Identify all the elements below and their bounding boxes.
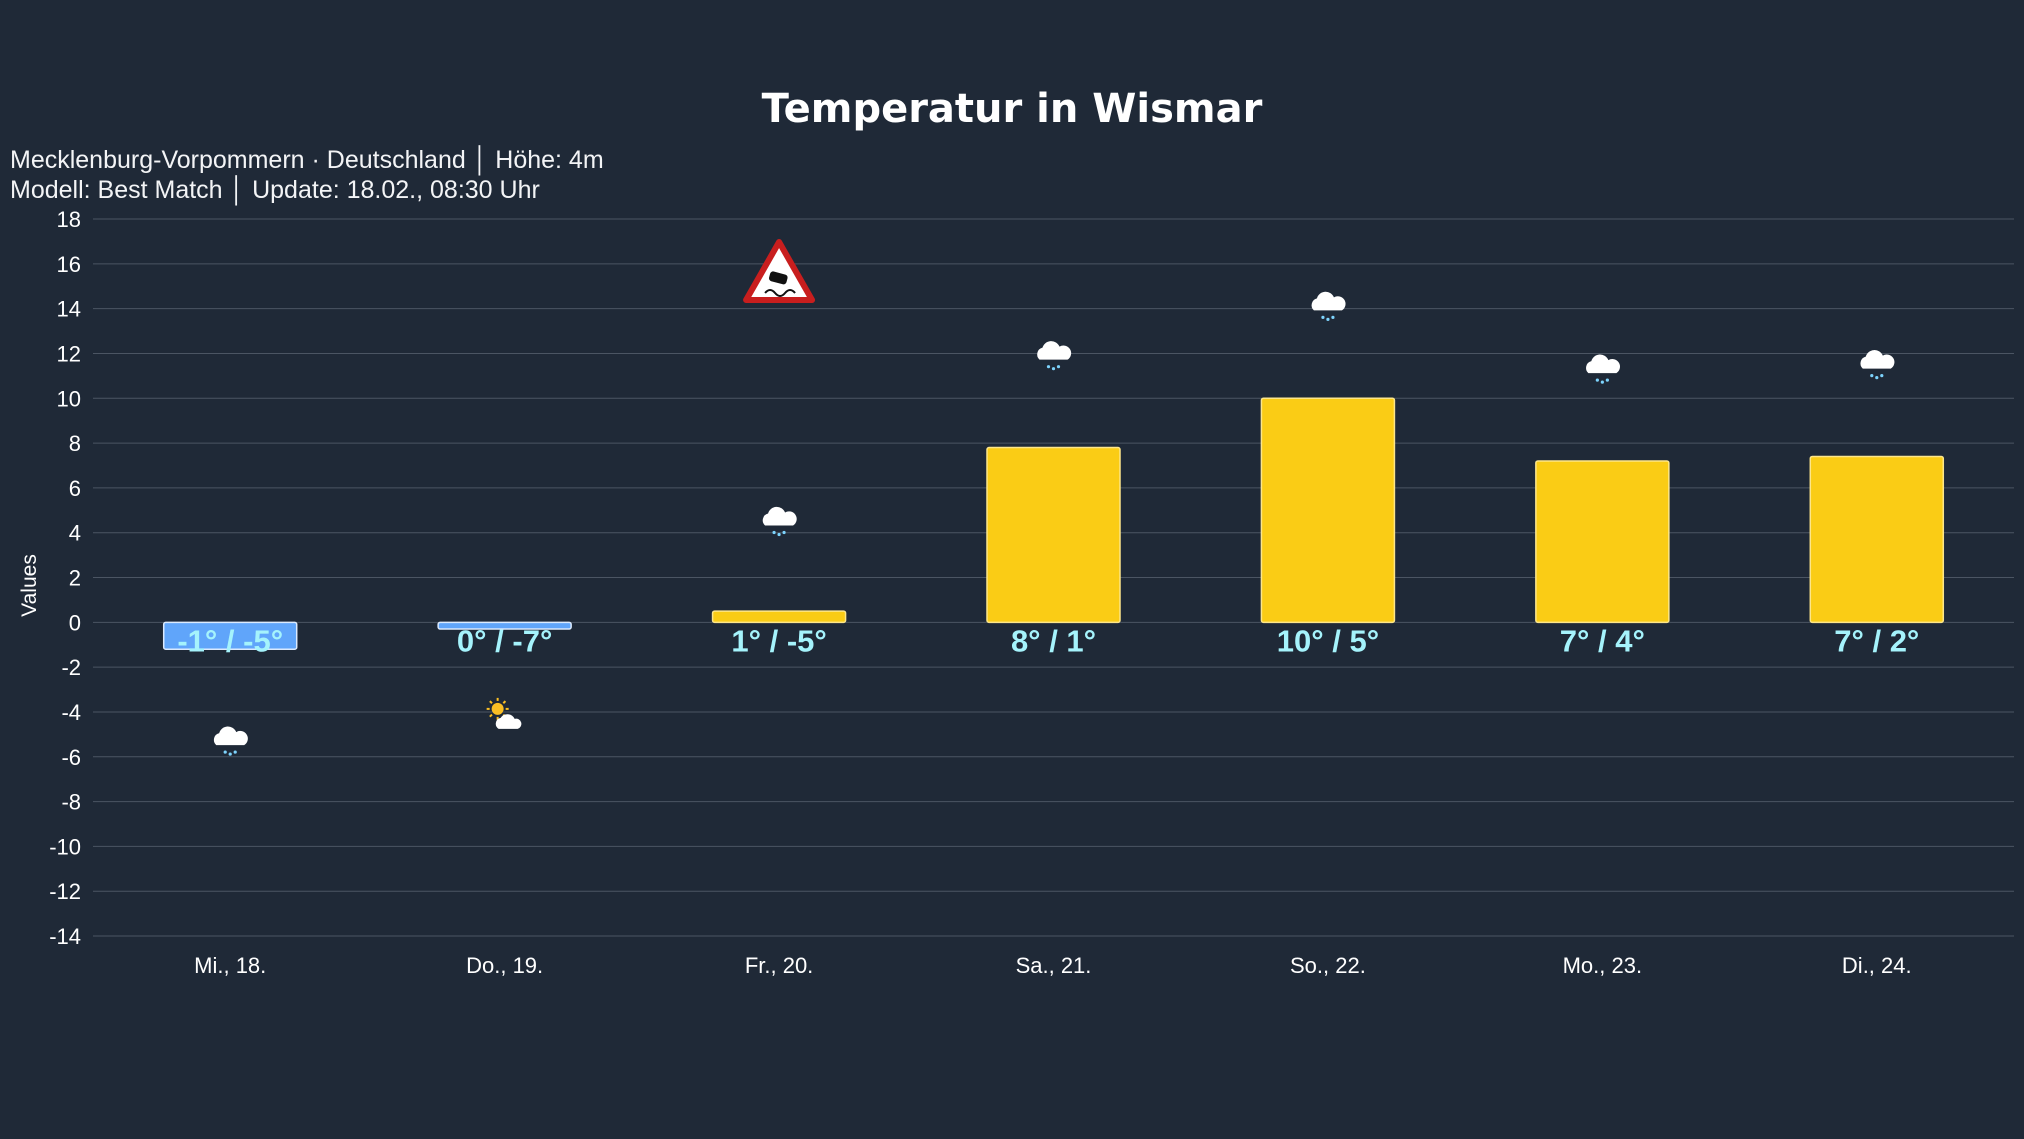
y-tick-label: 2 bbox=[69, 566, 81, 591]
y-tick-label: 8 bbox=[69, 431, 81, 456]
cloud-shape bbox=[495, 714, 522, 729]
snow-cloud-icon bbox=[1037, 341, 1072, 371]
bar-data-label: 0° / -7° bbox=[457, 623, 552, 658]
bar-data-label: 10° / 5° bbox=[1277, 623, 1379, 658]
y-axis-label: Values bbox=[18, 554, 41, 617]
bar bbox=[1535, 460, 1670, 624]
sun-cloud-icon bbox=[486, 697, 522, 729]
y-tick-label: 6 bbox=[69, 476, 81, 501]
snowflake bbox=[223, 750, 227, 754]
snowflake bbox=[1321, 315, 1325, 319]
sun-ray bbox=[489, 713, 493, 718]
skid-marks bbox=[764, 289, 796, 298]
y-tick-label: 12 bbox=[57, 341, 81, 366]
snowflake bbox=[1875, 376, 1879, 380]
snow-cloud-icon bbox=[762, 506, 797, 537]
snow-cloud-icon bbox=[1311, 291, 1346, 321]
snowflake bbox=[1870, 374, 1874, 378]
subtitle-location: Mecklenburg-Vorpommern · Deutschland │ H… bbox=[10, 146, 604, 174]
bar-data-label: 8° / 1° bbox=[1011, 623, 1096, 658]
car-shape bbox=[768, 271, 788, 285]
snow-cloud-icon bbox=[213, 726, 248, 756]
snowflake bbox=[1600, 380, 1604, 384]
snowflake bbox=[233, 750, 237, 754]
y-tick-label: -8 bbox=[61, 790, 81, 815]
warning-triangle bbox=[743, 239, 816, 304]
bar bbox=[437, 621, 572, 630]
bar bbox=[1809, 455, 1945, 624]
y-tick-label: -14 bbox=[49, 924, 81, 949]
snow-cloud-icon bbox=[1860, 350, 1895, 380]
y-tick-label: -2 bbox=[61, 655, 81, 680]
snowflake bbox=[1331, 315, 1335, 319]
x-tick-label: Mi., 18. bbox=[194, 953, 266, 978]
x-tick-label: Fr., 20. bbox=[745, 953, 813, 978]
snowflake bbox=[777, 532, 781, 537]
snowflake bbox=[1595, 378, 1599, 382]
y-tick-label: -10 bbox=[49, 834, 81, 859]
y-tick-label: 16 bbox=[57, 252, 81, 277]
y-tick-label: 14 bbox=[57, 297, 81, 322]
x-tick-label: Di., 24. bbox=[1842, 953, 1912, 978]
snow-cloud-icon bbox=[1586, 354, 1620, 384]
snowflake bbox=[1056, 365, 1061, 369]
cloud-shape bbox=[1860, 350, 1895, 369]
snowflake bbox=[1046, 365, 1051, 369]
snowflake bbox=[1605, 378, 1609, 382]
snowflake bbox=[772, 530, 776, 535]
sun-shape bbox=[491, 702, 504, 715]
cloud-shape bbox=[1037, 341, 1072, 360]
y-tick-label: 4 bbox=[69, 521, 81, 546]
chart-title: Temperatur in Wismar bbox=[761, 86, 1263, 132]
y-tick-label: 0 bbox=[69, 610, 81, 635]
x-tick-label: So., 22. bbox=[1290, 953, 1366, 978]
sun-ray bbox=[502, 700, 507, 704]
bar-data-label: 7° / 4° bbox=[1560, 623, 1645, 658]
snowflake bbox=[1051, 367, 1056, 371]
y-tick-label: -4 bbox=[61, 700, 81, 725]
bar bbox=[162, 621, 298, 650]
y-tick-label: 18 bbox=[57, 207, 81, 232]
bar-data-label: 7° / 2° bbox=[1834, 623, 1919, 658]
bar bbox=[986, 446, 1121, 624]
y-tick-label: -12 bbox=[49, 879, 81, 904]
y-tick-label: -6 bbox=[61, 745, 81, 770]
bar-data-label: 1° / -5° bbox=[731, 623, 826, 658]
x-tick-label: Sa., 21. bbox=[1016, 953, 1092, 978]
snowflake bbox=[1880, 374, 1884, 378]
cloud-shape bbox=[1586, 354, 1620, 374]
subtitle-model: Modell: Best Match │ Update: 18.02., 08:… bbox=[10, 176, 540, 204]
cloud-shape bbox=[1311, 291, 1346, 311]
bar bbox=[1260, 397, 1396, 624]
snowflake bbox=[1326, 317, 1330, 321]
x-tick-label: Do., 19. bbox=[466, 953, 543, 978]
bar bbox=[711, 610, 847, 624]
x-tick-label: Mo., 23. bbox=[1563, 953, 1642, 978]
slippery-road-warning-icon bbox=[743, 239, 816, 304]
sun-ray bbox=[489, 700, 493, 704]
snowflake bbox=[782, 530, 786, 535]
snowflake bbox=[228, 752, 232, 756]
cloud-shape bbox=[213, 726, 248, 746]
y-tick-label: 10 bbox=[57, 386, 81, 411]
bar-data-label: -1° / -5° bbox=[177, 623, 283, 658]
cloud-shape bbox=[762, 506, 797, 526]
